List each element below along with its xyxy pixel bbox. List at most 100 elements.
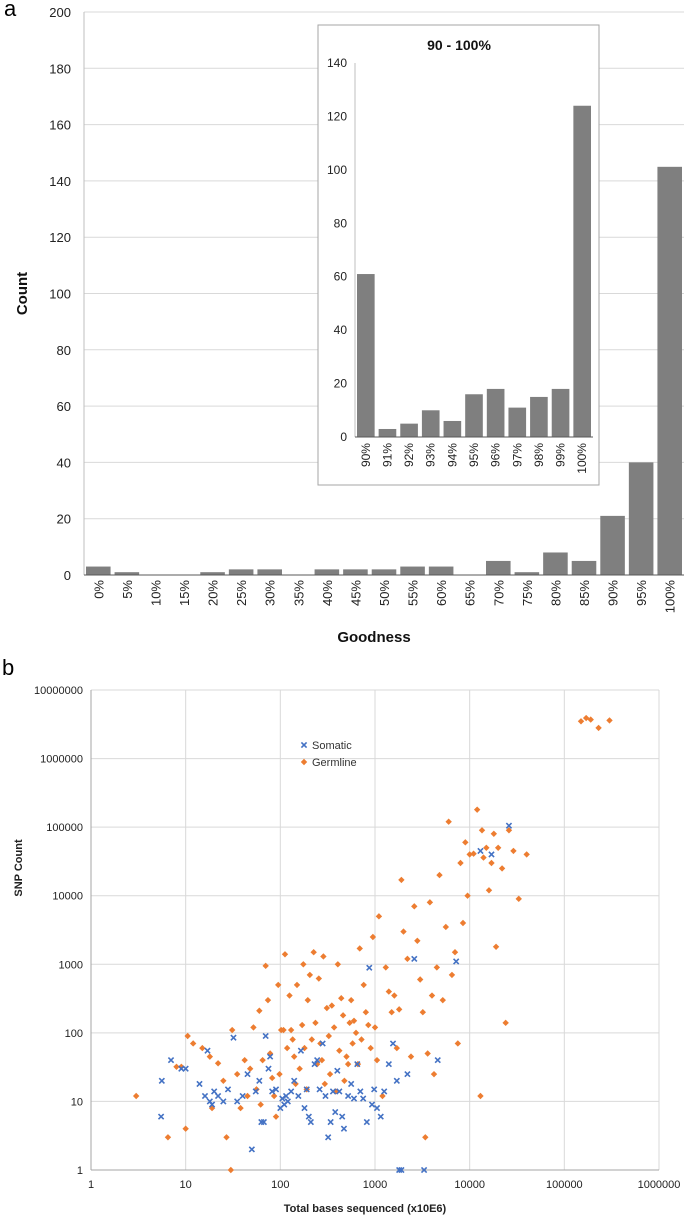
inset-bar-91pct — [378, 428, 397, 437]
germline-point — [325, 1032, 332, 1040]
germline-point — [270, 1092, 278, 1100]
inset-y-tick-label: 20 — [334, 377, 348, 391]
main-y-tick-label: 160 — [49, 118, 71, 133]
germline-point — [301, 1044, 308, 1052]
germline-point — [304, 996, 311, 1004]
germline-point — [290, 1053, 298, 1060]
somatic-point — [404, 1070, 411, 1078]
somatic-point — [272, 1086, 280, 1093]
scatter-y-tick-label: 1 — [77, 1165, 83, 1177]
somatic-point — [214, 1092, 222, 1100]
somatic-point — [334, 1067, 341, 1074]
main-x-tick-label: 55% — [406, 580, 421, 606]
germline-point — [502, 1019, 509, 1027]
germline-point — [283, 1044, 291, 1052]
germline-point — [250, 1024, 257, 1031]
germline-point — [480, 854, 487, 861]
germline-point — [451, 949, 459, 956]
germline-point — [289, 1036, 296, 1043]
somatic-point — [196, 1080, 203, 1088]
germline-point — [296, 1065, 303, 1072]
germline-point — [416, 976, 424, 983]
somatic-point — [182, 1065, 189, 1072]
somatic-point — [297, 1047, 305, 1054]
germline-point — [182, 1125, 189, 1132]
somatic-point — [354, 1060, 361, 1068]
main-x-tick-label: 25% — [234, 580, 249, 606]
germline-point — [338, 995, 345, 1002]
somatic-point — [260, 1118, 268, 1126]
germline-point — [515, 895, 522, 903]
somatic-point — [303, 1086, 310, 1093]
somatic-point — [319, 1040, 326, 1047]
main-y-tick-label: 60 — [57, 399, 71, 414]
somatic-point — [381, 1088, 388, 1095]
germline-point — [477, 1092, 484, 1100]
inset-bar-92pct — [400, 423, 418, 437]
inset-x-tick-label: 95% — [467, 443, 481, 467]
germline-point — [365, 1021, 372, 1029]
inset-x-tick-label: 91% — [380, 443, 394, 467]
somatic-point — [248, 1146, 256, 1153]
scatter-y-tick-label: 10000 — [52, 891, 83, 903]
germline-point — [246, 1065, 254, 1072]
somatic-point — [368, 1101, 376, 1108]
germline-point — [272, 1113, 280, 1120]
germline-point — [356, 945, 363, 952]
somatic-point — [256, 1077, 263, 1084]
main-y-tick-label: 180 — [49, 61, 71, 76]
somatic-point — [224, 1086, 232, 1093]
germline-point — [276, 1070, 283, 1078]
scatter-y-tick-label: 1000000 — [40, 754, 83, 766]
somatic-point — [360, 1095, 367, 1102]
germline-point — [308, 1036, 316, 1043]
germline-point — [382, 964, 389, 971]
germline-point — [436, 871, 443, 879]
inset-x-tick-label: 99% — [554, 443, 568, 467]
germline-point — [312, 1019, 319, 1027]
germline-point — [510, 847, 517, 855]
scatter-y-tick-label: 10000000 — [34, 685, 83, 697]
germline-point — [459, 919, 467, 927]
inset-x-tick-label: 98% — [532, 443, 546, 467]
germline-point — [414, 937, 421, 945]
main-bar-20pct — [200, 572, 225, 575]
somatic-point — [339, 1113, 346, 1120]
somatic-point — [336, 1088, 343, 1095]
somatic-point — [234, 1098, 241, 1105]
legend-label-germline: Germline — [312, 757, 357, 769]
germline-point — [379, 1092, 386, 1100]
germline-point — [339, 1012, 347, 1019]
germline-point — [398, 876, 405, 884]
germline-point — [391, 992, 398, 999]
somatic-point — [295, 1092, 302, 1100]
somatic-point — [167, 1056, 175, 1064]
germline-point — [430, 1070, 438, 1078]
germline-point — [523, 851, 530, 858]
inset-bar-94pct — [443, 420, 462, 437]
scatter-series-somatic — [157, 822, 513, 1174]
germline-point — [385, 988, 393, 995]
scatter-y-tick-label: 100 — [65, 1028, 83, 1040]
legend-marker-germline — [300, 758, 308, 766]
germline-point — [237, 1104, 244, 1112]
germline-point — [281, 951, 289, 958]
main-y-axis-title: Count — [14, 272, 31, 315]
main-x-tick-label: 95% — [634, 580, 649, 606]
germline-point — [419, 1009, 427, 1016]
inset-x-tick-label: 90% — [359, 443, 373, 467]
inset-bar-98pct — [530, 396, 548, 437]
main-x-tick-label: 45% — [348, 580, 363, 606]
germline-point — [404, 955, 411, 963]
main-x-tick-label: 50% — [377, 580, 392, 606]
inset-x-tick-label: 93% — [424, 443, 438, 467]
germline-point — [395, 1006, 403, 1013]
main-bar-80pct — [543, 552, 568, 575]
germline-point — [464, 892, 471, 899]
inset-y-tick-label: 120 — [327, 109, 347, 123]
scatter-x-tick-label: 10000 — [454, 1179, 485, 1191]
inset-bar-99pct — [551, 388, 570, 437]
germline-point — [286, 992, 293, 999]
germline-point — [462, 839, 469, 846]
germline-point — [208, 1104, 216, 1112]
